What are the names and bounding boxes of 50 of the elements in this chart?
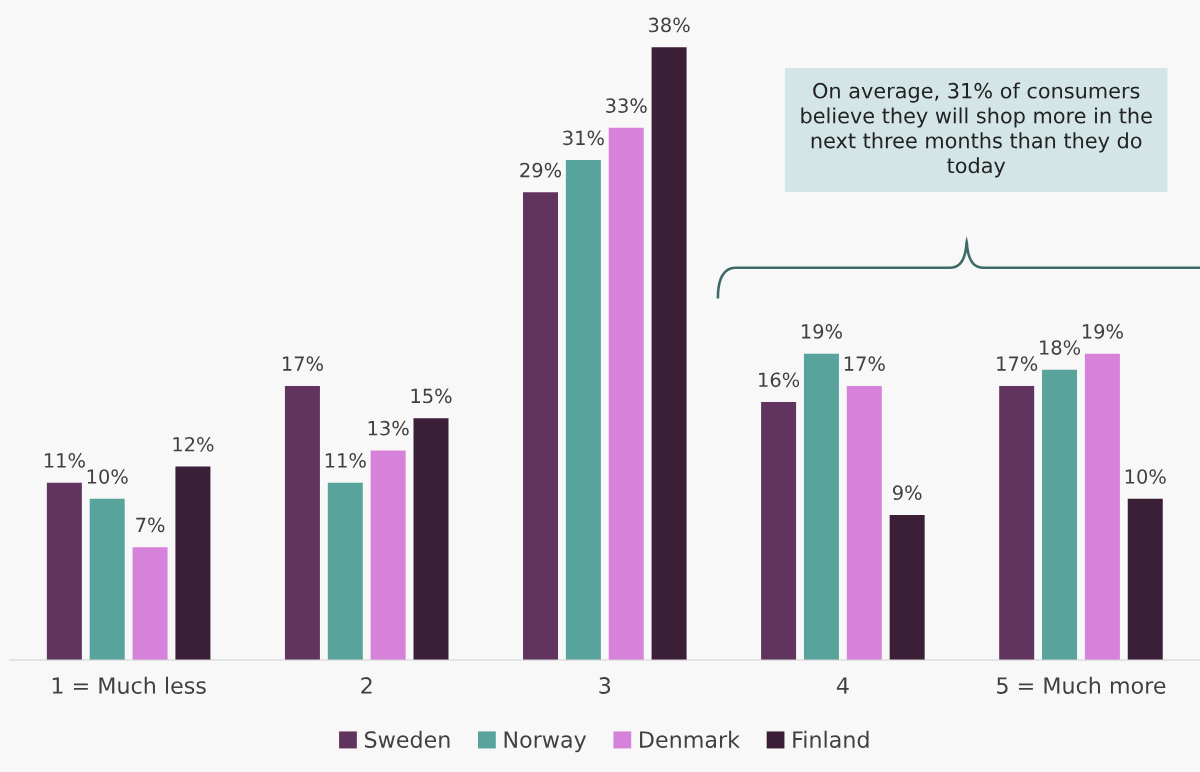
data-label: 29% bbox=[520, 162, 562, 178]
data-label: 15% bbox=[411, 388, 452, 404]
legend-label: Finland bbox=[793, 730, 869, 748]
bar bbox=[608, 127, 644, 661]
bar bbox=[651, 47, 687, 661]
x-tick-label: 1 = Much less bbox=[52, 676, 206, 694]
bar bbox=[284, 385, 320, 661]
bar bbox=[327, 482, 363, 661]
data-label: 11% bbox=[44, 453, 85, 468]
bar bbox=[370, 450, 406, 661]
data-label: 17% bbox=[282, 356, 323, 371]
legend-label: Sweden bbox=[364, 730, 450, 748]
bar bbox=[413, 418, 449, 661]
data-label: 10% bbox=[1125, 469, 1166, 484]
legend-label: Denmark bbox=[640, 730, 740, 748]
data-label: 10% bbox=[87, 469, 128, 484]
x-tick-label: 3 bbox=[599, 677, 611, 694]
data-label: 19% bbox=[801, 324, 842, 339]
bar bbox=[999, 385, 1035, 661]
bar bbox=[523, 192, 559, 661]
bar bbox=[175, 466, 211, 661]
data-label: 17% bbox=[997, 356, 1038, 371]
bar bbox=[1042, 369, 1078, 661]
data-label: 17% bbox=[844, 356, 885, 371]
x-tick-label: 2 bbox=[361, 677, 372, 694]
bar bbox=[89, 498, 125, 661]
bar bbox=[565, 160, 601, 661]
data-label: 18% bbox=[1040, 340, 1081, 355]
data-label: 12% bbox=[173, 436, 214, 452]
bar bbox=[889, 514, 925, 661]
bar bbox=[132, 547, 168, 661]
data-label: 31% bbox=[563, 130, 604, 146]
bar bbox=[1084, 353, 1120, 661]
x-tick-label: 4 bbox=[836, 677, 849, 694]
legend-label: Norway bbox=[504, 731, 587, 753]
data-label: 33% bbox=[606, 98, 647, 113]
bar bbox=[46, 482, 82, 661]
data-label: 9% bbox=[892, 485, 922, 501]
bar bbox=[1127, 498, 1163, 661]
bar bbox=[803, 353, 839, 661]
data-label: 7% bbox=[136, 517, 165, 533]
data-label: 38% bbox=[648, 17, 690, 33]
data-label: 13% bbox=[368, 420, 409, 436]
data-label: 16% bbox=[759, 372, 800, 388]
data-label: 11% bbox=[325, 453, 366, 468]
annotation: On average, 31% of consumers believe they will shop more in the next three months than they do today bbox=[801, 82, 1152, 178]
x-tick-label: 5 = Much more bbox=[997, 676, 1166, 694]
data-label: 19% bbox=[1082, 324, 1123, 339]
bar bbox=[761, 402, 797, 661]
bar bbox=[846, 385, 882, 661]
